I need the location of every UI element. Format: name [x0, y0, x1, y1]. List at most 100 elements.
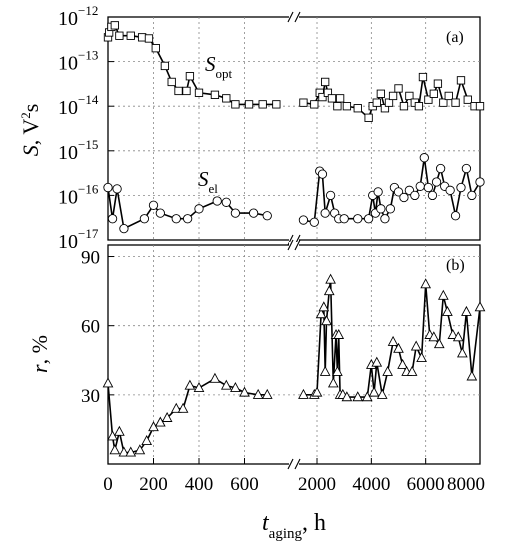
data-point-square	[174, 86, 183, 96]
data-point-triangle	[428, 331, 440, 342]
data-point-triangle	[456, 347, 468, 358]
data-point-square	[231, 100, 240, 109]
panel-a-frame	[107, 16, 481, 241]
panel-b: 30 60 90 0 200 400 600 2000 4000 6000 8000 (b) r, …	[27, 244, 486, 542]
data-point-triangle	[333, 328, 345, 339]
axis-break-gap	[289, 461, 299, 467]
axis-break-gap	[289, 237, 299, 243]
y-tick-label: 30	[81, 386, 100, 407]
data-point-triangle	[387, 335, 399, 346]
data-point-triangle	[252, 388, 264, 399]
data-point-triangle	[327, 377, 339, 388]
axis-break-slash	[294, 458, 301, 470]
data-point-square	[429, 89, 438, 98]
data-point-square	[456, 76, 466, 85]
data-point-square	[364, 113, 373, 122]
x-tick-label: 600	[230, 474, 259, 495]
data-point-square	[335, 94, 345, 103]
data-point-square	[110, 21, 119, 30]
data-point-circle	[363, 214, 374, 224]
data-point-triangle	[220, 379, 232, 390]
panel-a-y-ticks: 10−12 10−13 10−14 10−15 10−16 10−17	[58, 3, 114, 253]
data-point-triangle	[452, 331, 464, 342]
data-point-square	[463, 95, 472, 104]
data-point-square	[424, 95, 433, 104]
axis-break-slash	[294, 239, 301, 251]
data-point-circle	[230, 208, 241, 218]
y-tick-label: 10−15	[58, 137, 98, 164]
data-point-square	[439, 98, 448, 107]
data-point-circle	[385, 204, 396, 214]
data-point-triangle	[161, 411, 173, 422]
data-point-triangle	[125, 446, 137, 457]
data-point-circle	[427, 190, 438, 201]
data-point-circle	[415, 181, 425, 191]
data-point-square	[144, 34, 154, 43]
y-tick-label: 10−17	[58, 226, 99, 253]
data-point-square	[160, 61, 170, 71]
data-point-circle	[419, 153, 429, 163]
data-point-circle	[155, 208, 165, 218]
data-point-circle	[376, 204, 386, 214]
data-point-triangle	[318, 301, 330, 312]
data-point-circle	[445, 185, 455, 195]
data-point-triangle	[410, 340, 422, 351]
data-point-circle	[353, 214, 363, 224]
series-label-sel: Sel	[198, 167, 218, 196]
panel-b-y-axis-label: r, %	[27, 335, 52, 373]
data-point-triangle	[397, 358, 408, 369]
data-point-square	[405, 91, 414, 101]
y-tick-label: 10−16	[58, 181, 99, 208]
panel-b-frame	[107, 244, 481, 465]
data-point-triangle	[416, 352, 427, 363]
data-point-square	[137, 33, 147, 42]
panel-b-ticks: 30 60 90 0 200 400 600 2000 4000 6000 8000	[81, 248, 485, 495]
panel-a-y-axis-label: S, V2s	[18, 104, 43, 157]
data-point-triangle	[114, 425, 125, 436]
data-point-triangle	[193, 381, 205, 392]
data-point-square	[333, 102, 342, 111]
data-point-triangle	[437, 289, 449, 300]
data-point-triangle	[230, 381, 241, 392]
data-point-triangle	[298, 388, 309, 399]
axis-break-gap	[289, 242, 299, 248]
data-point-triangle	[315, 308, 327, 319]
data-point-square	[126, 31, 135, 40]
data-point-circle	[373, 187, 383, 197]
data-point-circle	[450, 211, 461, 221]
data-point-circle	[194, 204, 204, 214]
data-point-square	[185, 72, 195, 81]
data-point-triangle	[406, 365, 418, 376]
x-tick-label: 4000	[352, 474, 390, 495]
data-point-triangle	[420, 278, 432, 289]
data-point-square	[244, 100, 254, 109]
x-tick-label: 2000	[298, 474, 336, 495]
data-point-triangle	[447, 328, 459, 339]
y-tick-label: 10−13	[58, 48, 98, 75]
data-point-square	[321, 77, 330, 87]
data-point-circle	[148, 200, 159, 210]
data-point-square	[342, 102, 352, 111]
data-point-circle	[119, 223, 129, 234]
data-point-circle	[380, 214, 390, 224]
data-point-square	[384, 98, 394, 107]
x-tick-label: 0	[103, 474, 113, 495]
data-point-triangle	[393, 342, 404, 353]
data-point-triangle	[209, 372, 221, 383]
data-point-triangle	[474, 301, 486, 312]
data-point-circle	[435, 163, 446, 174]
data-point-triangle	[341, 391, 353, 402]
data-point-square	[222, 94, 231, 103]
data-point-circle	[221, 197, 231, 207]
data-point-triangle	[321, 315, 332, 326]
data-point-square	[433, 79, 443, 88]
data-point-circle	[467, 190, 477, 201]
data-point-circle	[461, 163, 472, 174]
data-point-square	[376, 89, 386, 98]
axis-break-slash	[287, 239, 294, 251]
data-point-circle	[399, 192, 409, 203]
panel-a-series	[103, 21, 485, 234]
data-point-triangle	[319, 365, 331, 376]
data-point-circle	[317, 169, 328, 179]
data-point-square	[372, 98, 381, 107]
